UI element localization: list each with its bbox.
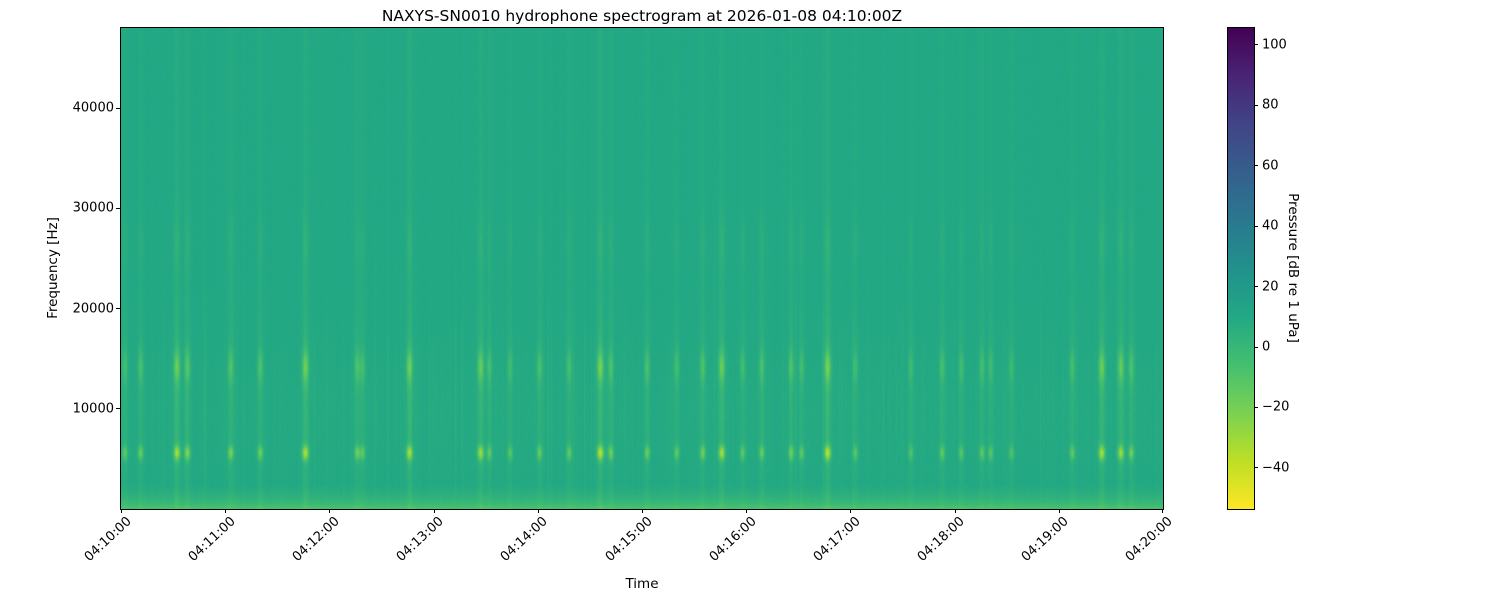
- colorbar: [1227, 27, 1255, 510]
- x-tick-label: 04:20:00: [1122, 514, 1176, 565]
- colorbar-gradient: [1228, 28, 1254, 509]
- colorbar-tick-mark: [1254, 286, 1258, 288]
- y-tick-mark: [116, 107, 120, 109]
- x-tick-mark: [850, 509, 852, 513]
- x-axis-label: Time: [625, 576, 659, 592]
- colorbar-tick-label: 100: [1262, 37, 1287, 53]
- spectrogram-canvas: [121, 28, 1163, 509]
- y-tick-label: 30000: [72, 200, 114, 216]
- colorbar-tick-mark: [1254, 44, 1258, 46]
- colorbar-tick-mark: [1254, 225, 1258, 227]
- x-tick-mark: [1058, 509, 1060, 513]
- y-tick-label: 40000: [72, 100, 114, 116]
- colorbar-tick-mark: [1254, 165, 1258, 167]
- y-tick-mark: [116, 308, 120, 310]
- colorbar-tick-label: 20: [1262, 279, 1279, 295]
- x-tick-mark: [954, 509, 956, 513]
- x-tick-mark: [329, 509, 331, 513]
- x-tick-mark: [1162, 509, 1163, 513]
- x-tick-mark: [225, 509, 227, 513]
- x-tick-mark: [433, 509, 435, 513]
- x-tick-label: 04:12:00: [289, 514, 343, 565]
- colorbar-tick-label: 0: [1262, 339, 1271, 355]
- x-tick-label: 04:18:00: [914, 514, 968, 565]
- x-tick-label: 04:10:00: [81, 514, 135, 565]
- colorbar-tick-label: 40: [1262, 218, 1279, 234]
- plot-area: [120, 27, 1164, 510]
- colorbar-tick-label: 60: [1262, 158, 1279, 174]
- x-tick-mark: [121, 509, 122, 513]
- colorbar-label: Pressure [dB re 1 uPa]: [1285, 193, 1301, 343]
- x-tick-label: 04:19:00: [1019, 514, 1073, 565]
- colorbar-tick-mark: [1254, 346, 1258, 348]
- x-tick-label: 04:13:00: [393, 514, 447, 565]
- x-tick-label: 04:15:00: [602, 514, 656, 565]
- y-tick-label: 10000: [72, 401, 114, 417]
- colorbar-tick-label: −20: [1262, 399, 1290, 415]
- x-tick-label: 04:16:00: [706, 514, 760, 565]
- x-tick-mark: [642, 509, 643, 513]
- x-tick-mark: [746, 509, 748, 513]
- colorbar-tick-mark: [1254, 406, 1258, 408]
- chart-title: NAXYS-SN0010 hydrophone spectrogram at 2…: [381, 7, 903, 25]
- colorbar-tick-label: −40: [1262, 460, 1290, 476]
- y-tick-mark: [116, 408, 120, 410]
- y-tick-label: 20000: [72, 301, 114, 317]
- x-tick-label: 04:11:00: [185, 514, 239, 565]
- colorbar-tick-label: 80: [1262, 97, 1279, 113]
- x-tick-label: 04:17:00: [810, 514, 864, 565]
- colorbar-tick-mark: [1254, 104, 1258, 106]
- x-tick-mark: [537, 509, 539, 513]
- y-tick-mark: [116, 207, 120, 209]
- colorbar-tick-mark: [1254, 467, 1258, 469]
- x-tick-label: 04:14:00: [498, 514, 552, 565]
